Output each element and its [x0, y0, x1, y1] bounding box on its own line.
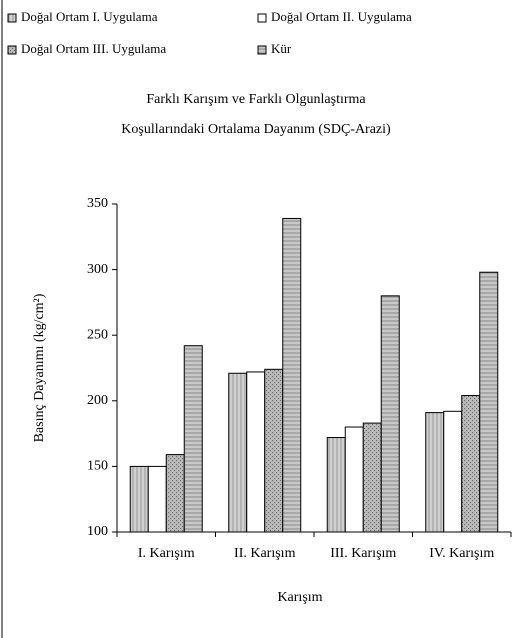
legend-label: Doğal Ortam III. Uygulama — [21, 41, 166, 56]
x-tick-label: III. Karışım — [330, 546, 396, 561]
bar — [344, 426, 364, 533]
bar — [183, 345, 203, 533]
bar — [282, 217, 302, 533]
chart-title: Farklı Karışım ve Farklı Olgunlaştırma — [146, 92, 366, 107]
legend-label: Doğal Ortam II. Uygulama — [271, 9, 412, 24]
chart-title: Koşullarındaki Ortalama Dayanım (SDÇ-Ara… — [121, 122, 391, 137]
bar — [228, 372, 248, 533]
legend-label: Kür — [271, 41, 292, 56]
legend-swatch — [257, 13, 267, 23]
x-tick-label: I. Karışım — [138, 546, 195, 561]
x-axis-label: Karışım — [277, 590, 322, 605]
y-axis-label: Basınç Dayanımı (kg/cm²) — [32, 293, 47, 442]
bar — [461, 395, 481, 533]
bar — [129, 465, 149, 533]
bar — [380, 295, 400, 533]
y-tick-label: 250 — [87, 327, 108, 342]
y-tick-label: 300 — [87, 262, 108, 277]
y-tick-label: 200 — [87, 393, 108, 408]
y-tick-label: 150 — [87, 459, 108, 474]
x-tick-label: IV. Karışım — [429, 546, 494, 561]
bar — [425, 412, 445, 533]
legend-label: Doğal Ortam I. Uygulama — [21, 9, 158, 24]
x-tick-label: II. Karışım — [234, 546, 296, 561]
legend-swatch — [7, 13, 17, 23]
bar — [362, 422, 382, 533]
bar — [264, 368, 284, 533]
bar — [165, 454, 185, 533]
y-tick-label: 350 — [87, 196, 108, 211]
y-tick-label: 100 — [87, 524, 108, 539]
bar — [147, 465, 167, 533]
bar — [443, 410, 463, 533]
bar — [479, 271, 499, 533]
bar — [326, 437, 346, 533]
legend-swatch — [257, 45, 267, 55]
legend-swatch — [7, 45, 17, 55]
bar — [246, 371, 266, 533]
